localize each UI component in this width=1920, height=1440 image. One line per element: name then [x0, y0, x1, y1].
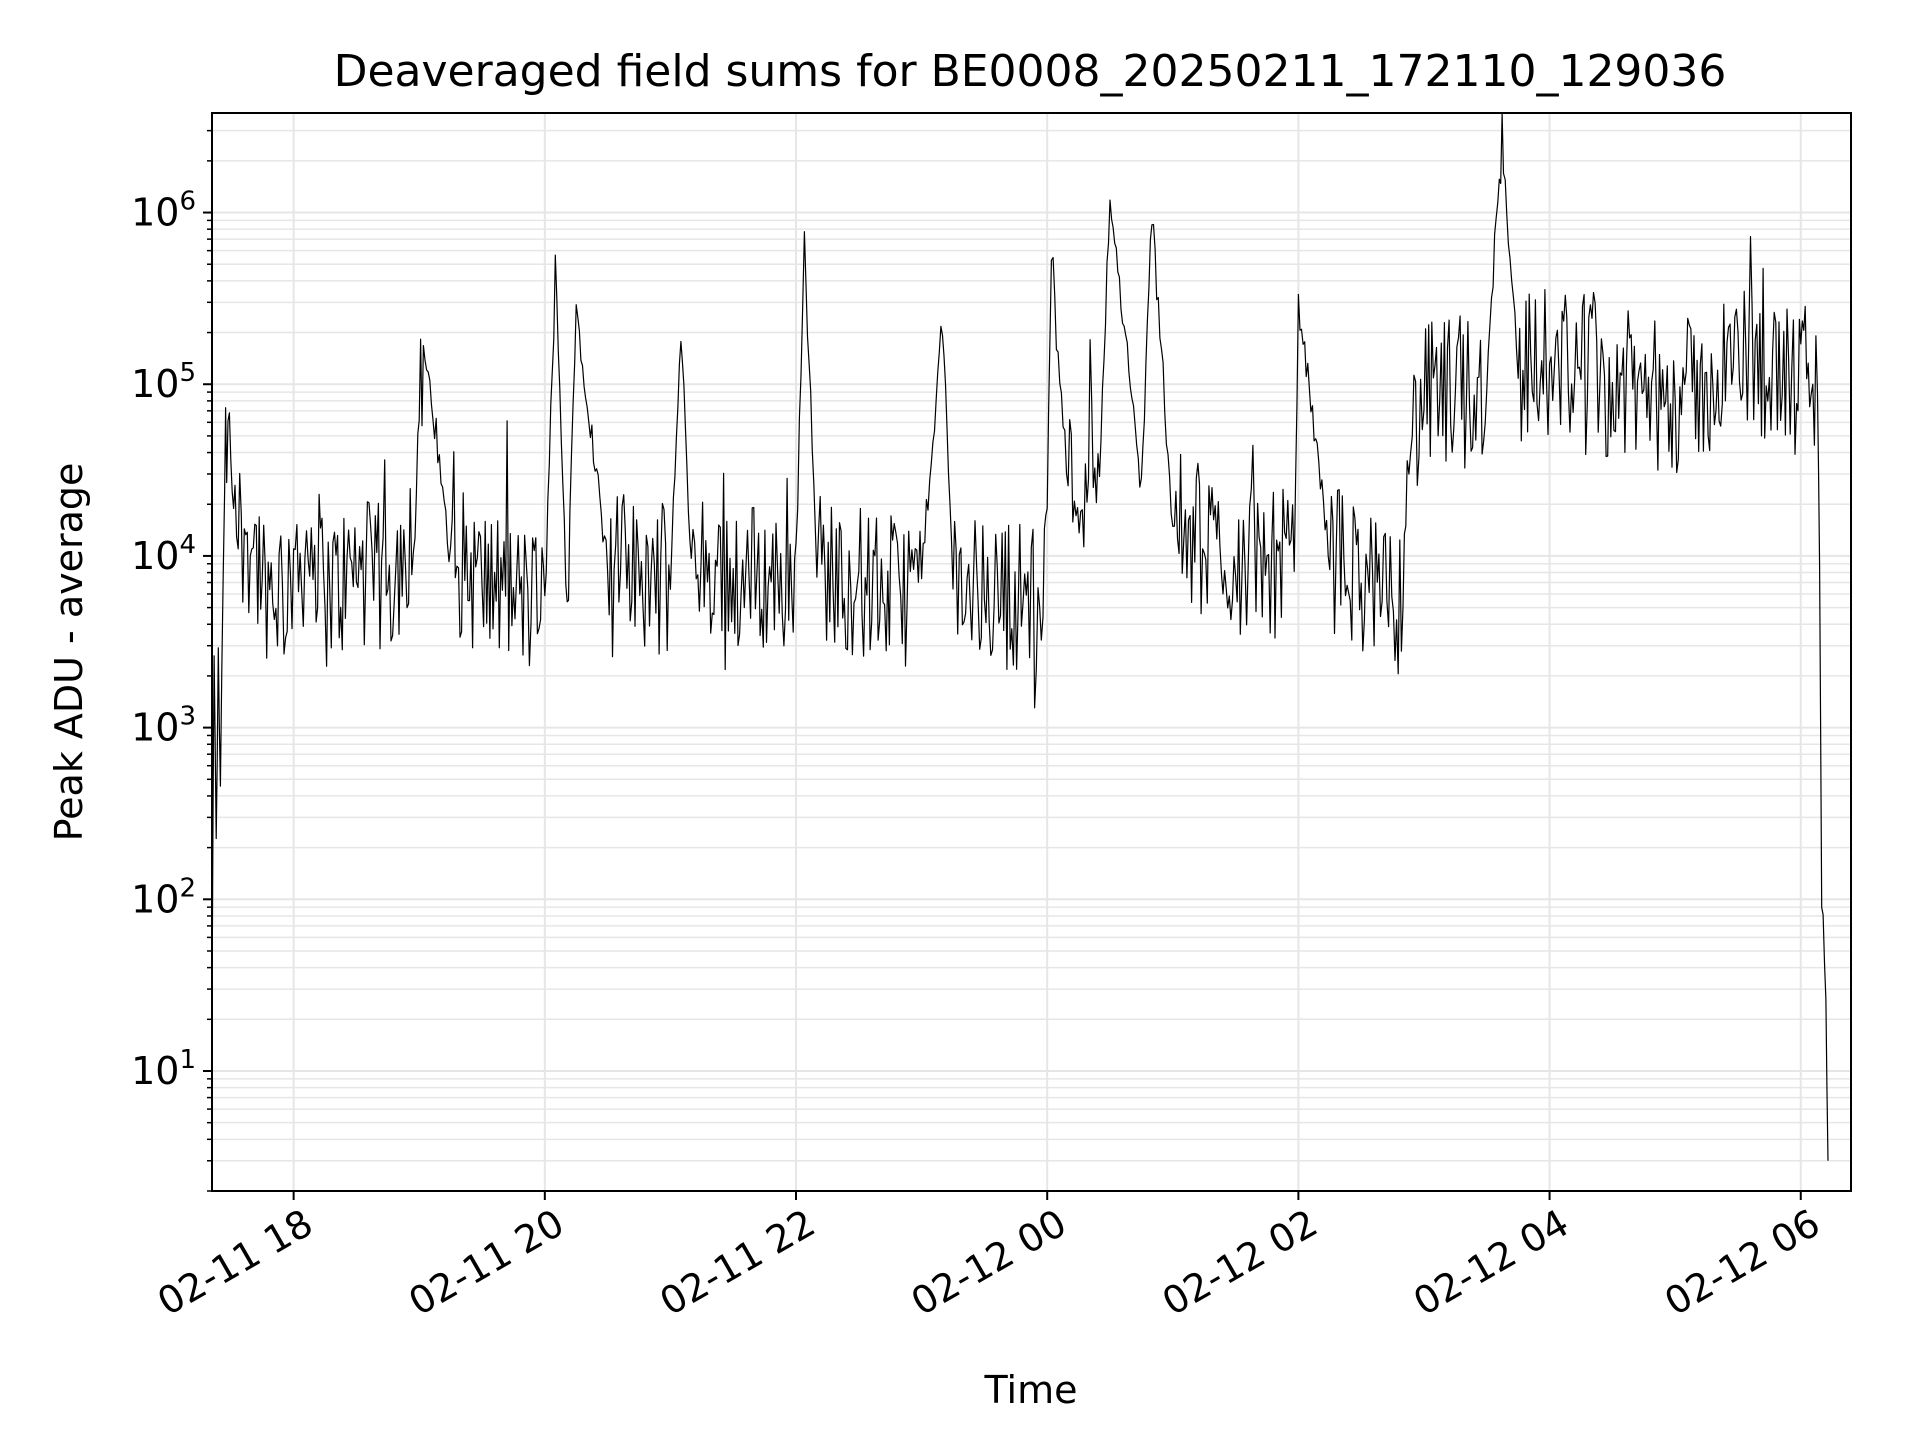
chart-title: Deaveraged field sums for BE0008_2025021…	[334, 46, 1727, 97]
y-tick-base: 10	[131, 191, 179, 235]
y-tick-label: 105	[131, 358, 196, 406]
y-tick-exponent: 5	[179, 358, 196, 388]
y-axis-label: Peak ADU - average	[47, 463, 91, 842]
grid	[212, 113, 1851, 1192]
y-tick-exponent: 6	[179, 187, 196, 217]
series-line	[211, 112, 1829, 1161]
y-tick-exponent: 4	[179, 530, 196, 560]
y-tick-base: 10	[131, 1049, 179, 1093]
y-tick-base: 10	[131, 534, 179, 578]
y-tick-base: 10	[131, 877, 179, 921]
data-layer	[211, 112, 1829, 1161]
x-axis-label: Time	[984, 1368, 1078, 1412]
y-tick-label: 106	[131, 187, 196, 235]
y-tick-label: 104	[131, 530, 196, 578]
y-tick-label: 103	[131, 702, 196, 750]
plot-frame	[211, 112, 1852, 1192]
y-tick-base: 10	[131, 706, 179, 750]
y-tick-exponent: 2	[179, 873, 196, 903]
y-tick-label: 102	[131, 873, 196, 921]
y-tick-label: 101	[131, 1045, 196, 1093]
y-tick-exponent: 3	[179, 702, 196, 732]
y-tick-exponent: 1	[179, 1045, 196, 1075]
y-tick-base: 10	[131, 362, 179, 406]
